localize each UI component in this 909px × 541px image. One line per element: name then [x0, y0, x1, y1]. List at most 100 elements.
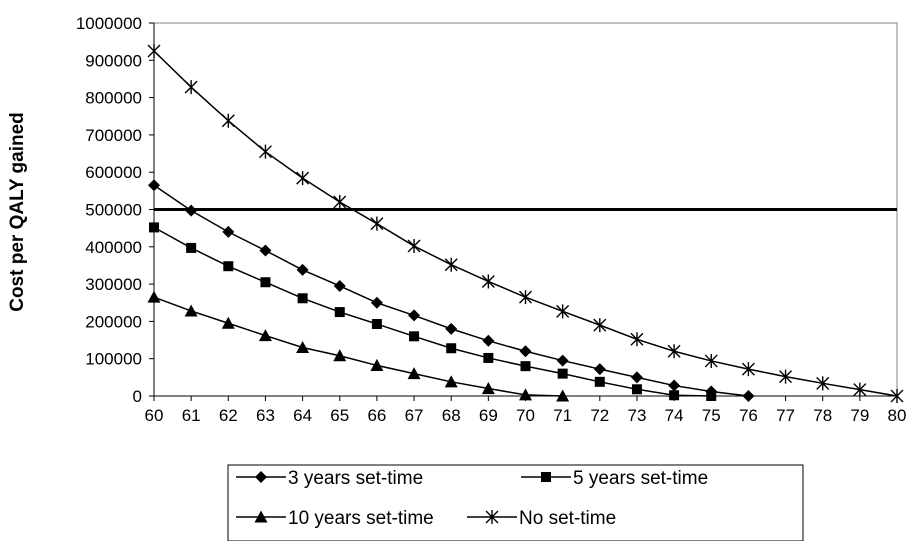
legend-label: 10 years set-time — [288, 508, 434, 529]
x-tick-label: 72 — [590, 406, 609, 425]
data-point-star — [667, 344, 681, 359]
y-tick-label: 0 — [133, 387, 142, 406]
data-point-star — [258, 144, 272, 159]
data-point-star — [704, 353, 718, 368]
data-point-star — [481, 274, 495, 289]
data-point-star — [519, 290, 532, 305]
data-point-triangle — [184, 304, 198, 317]
data-point-diamond — [408, 309, 421, 322]
y-axis: 0 100000 200000 300000 400000 500000 600000 700… — [76, 14, 155, 406]
data-point-diamond — [222, 225, 235, 238]
data-point-star — [593, 318, 607, 333]
data-point-diamond — [370, 296, 383, 309]
y-tick-label: 200000 — [85, 312, 142, 331]
legend-box — [227, 464, 804, 541]
x-tick-label: 65 — [330, 406, 349, 425]
data-point-star — [370, 216, 384, 231]
data-point-diamond — [259, 244, 272, 257]
data-point-star — [741, 362, 755, 377]
y-tick-label: 1000000 — [76, 14, 142, 33]
legend-item: No set-time — [467, 508, 616, 529]
x-tick-label: 66 — [367, 406, 386, 425]
data-point-diamond — [519, 345, 532, 358]
data-point-diamond — [482, 334, 495, 347]
legend-label: 3 years set-time — [288, 468, 423, 489]
x-tick-label: 61 — [182, 406, 201, 425]
legend-marker-star — [485, 510, 499, 524]
data-point-square — [149, 222, 159, 233]
data-point-star — [147, 43, 161, 58]
data-point-triangle — [407, 367, 421, 380]
data-point-triangle — [258, 329, 272, 342]
data-point-star — [221, 113, 235, 128]
data-point-triangle — [481, 382, 495, 395]
series-line — [153, 226, 712, 397]
data-point-square — [706, 391, 717, 401]
legend: 3 years set-time 5 years set-time 10 years… — [227, 464, 804, 541]
data-point-square — [557, 368, 568, 379]
y-tick-label: 500000 — [85, 201, 142, 220]
data-point-star — [890, 389, 904, 403]
series-line — [153, 296, 563, 397]
x-tick-label: 64 — [293, 406, 312, 425]
data-point-diamond — [296, 263, 309, 276]
y-tick-label: 300000 — [85, 275, 142, 294]
y-axis-title: Cost per QALY gained — [7, 112, 28, 312]
data-point-diamond — [148, 179, 160, 192]
legend-label: No set-time — [519, 508, 616, 529]
data-point-square — [520, 361, 531, 372]
data-point-triangle — [519, 388, 532, 401]
series-line — [153, 50, 898, 397]
data-point-star — [184, 80, 198, 95]
data-point-triangle — [296, 341, 310, 354]
data-point-square — [371, 319, 382, 330]
legend-item: 10 years set-time — [236, 508, 434, 529]
series-layer — [147, 43, 904, 403]
series-no-set-time — [147, 43, 904, 403]
legend-item: 5 years set-time — [521, 468, 708, 489]
y-tick-label: 100000 — [85, 350, 142, 369]
data-point-square — [669, 390, 680, 401]
x-tick-label: 63 — [256, 406, 275, 425]
data-point-star — [630, 332, 644, 347]
data-point-star — [853, 382, 867, 397]
data-point-square — [594, 376, 605, 387]
x-tick-label: 77 — [776, 406, 795, 425]
data-point-diamond — [668, 379, 681, 392]
data-point-square — [186, 242, 197, 253]
data-point-triangle — [333, 349, 347, 362]
x-tick-label: 80 — [888, 406, 907, 425]
x-tick-label: 70 — [516, 406, 535, 425]
data-point-square — [409, 331, 420, 342]
x-tick-label: 76 — [739, 406, 758, 425]
x-tick-label: 78 — [813, 406, 832, 425]
legend-marker-triangle — [254, 510, 268, 523]
x-tick-label: 79 — [850, 406, 869, 425]
data-point-triangle — [221, 316, 235, 329]
data-point-star — [296, 171, 310, 186]
data-point-square — [260, 277, 271, 288]
legend-marker-square — [541, 472, 551, 482]
data-point-diamond — [556, 354, 569, 367]
data-point-triangle — [147, 290, 161, 303]
x-tick-label: 73 — [627, 406, 646, 425]
x-tick-label: 60 — [145, 406, 164, 425]
data-point-star — [444, 257, 458, 272]
data-point-star — [333, 195, 347, 210]
y-tick-label: 700000 — [85, 126, 142, 145]
legend-marker-diamond — [255, 471, 267, 483]
data-point-diamond — [445, 322, 458, 335]
x-tick-label: 75 — [702, 406, 721, 425]
data-point-star — [556, 304, 570, 319]
data-point-star — [407, 239, 421, 254]
data-point-triangle — [370, 358, 384, 371]
data-point-square — [297, 293, 308, 304]
legend-label: 5 years set-time — [573, 468, 708, 489]
x-tick-label: 71 — [553, 406, 572, 425]
data-point-diamond — [630, 371, 643, 384]
y-tick-label: 900000 — [85, 51, 142, 70]
data-point-star — [779, 369, 793, 384]
data-point-diamond — [593, 363, 606, 376]
y-tick-label: 800000 — [85, 89, 142, 108]
x-tick-label: 67 — [405, 406, 424, 425]
